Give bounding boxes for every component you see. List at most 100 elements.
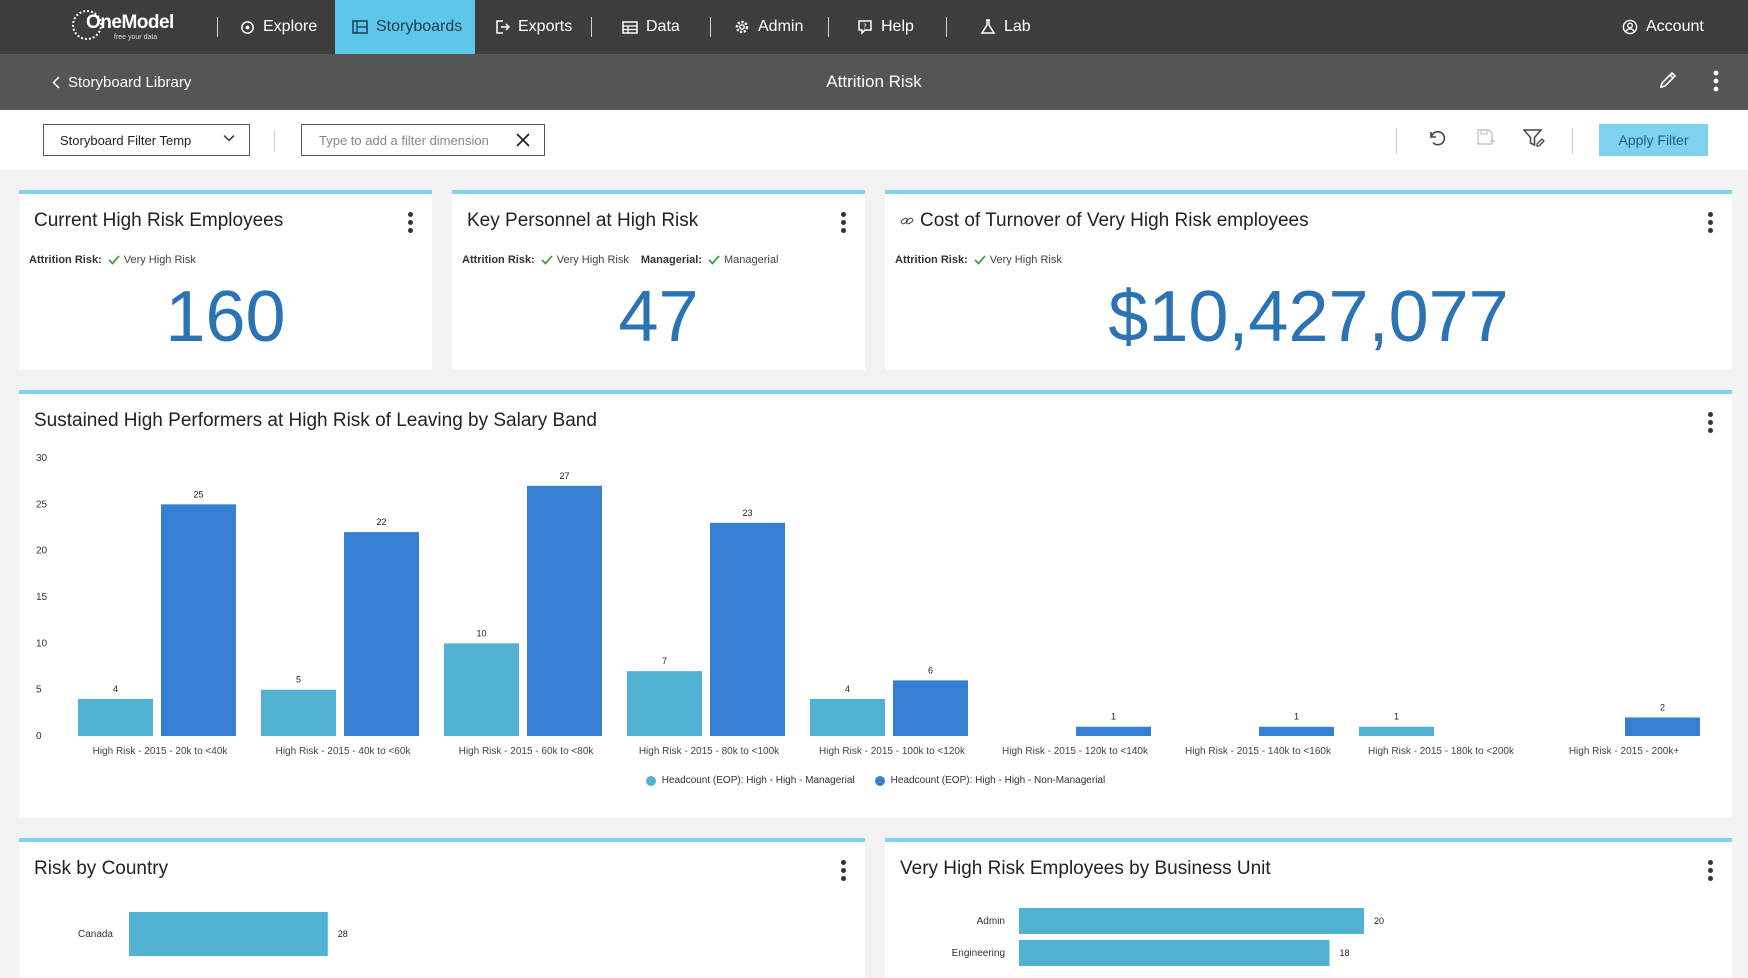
filter-label: Managerial: (640, 254, 703, 266)
check-icon (108, 255, 120, 265)
nav-storyboards[interactable]: Storyboards (335, 0, 475, 54)
kpi-value: 47 (618, 277, 699, 357)
nav-data[interactable]: Data (622, 0, 680, 54)
more-options-icon[interactable] (1712, 70, 1720, 92)
nav-lab[interactable]: Lab (980, 0, 1031, 54)
nav-divider (217, 17, 218, 37)
storyboard-library-link[interactable]: Storyboard Library (52, 54, 191, 110)
legend-item-managerial[interactable]: Headcount (EOP): High - High - Manageria… (645, 775, 855, 786)
card-key-personnel: Key Personnel at High Risk Attrition Ris… (452, 190, 865, 370)
filter-dimension-input-box[interactable] (301, 124, 545, 156)
toolbar-divider (1396, 128, 1397, 154)
filter-value: Very High Risk (123, 254, 196, 266)
bar (1019, 940, 1330, 966)
close-icon[interactable] (516, 133, 530, 147)
y-tick-label: 25 (36, 499, 48, 510)
card-title: Key Personnel at High Risk (467, 210, 699, 231)
gear-icon (735, 20, 749, 34)
exports-icon (496, 20, 510, 34)
card-cost-of-turnover: Cost of Turnover of Very High Risk emplo… (885, 190, 1732, 370)
nav-explore[interactable]: Explore (240, 0, 317, 54)
nav-divider (591, 17, 592, 37)
legend-swatch (874, 775, 885, 786)
filter-dimension-input[interactable] (317, 132, 511, 149)
card-menu-icon[interactable] (1708, 212, 1714, 234)
bar (444, 643, 519, 736)
business-unit-chart: Admin 20 Engineering 18 (952, 908, 1384, 966)
x-tick-label: High Risk - 2015 - 140k to <160k (1185, 746, 1332, 757)
filter-template-value: Storyboard Filter Temp (60, 132, 192, 148)
card-menu-icon[interactable] (841, 212, 847, 234)
link-icon (900, 217, 914, 225)
nav-divider (828, 17, 829, 37)
nav-admin[interactable]: Admin (734, 0, 803, 54)
filter-bar: Storyboard Filter Temp Apply Filter (0, 110, 1748, 170)
x-tick-label: High Risk - 2015 - 200k+ (1569, 746, 1679, 757)
chart-title: Sustained High Performers at High Risk o… (34, 410, 597, 431)
card-menu-icon[interactable] (841, 860, 847, 882)
bar (1625, 717, 1700, 736)
edit-pencil-icon[interactable] (1658, 70, 1678, 90)
check-icon (974, 255, 986, 265)
legend-item-non-managerial[interactable]: Headcount (EOP): High - High - Non-Manag… (874, 775, 1105, 786)
bar-value-label: 10 (476, 628, 486, 638)
nav-exports[interactable]: Exports (494, 0, 572, 54)
bar (810, 698, 885, 736)
apply-filter-button[interactable]: Apply Filter (1599, 124, 1708, 156)
bar-value-label: 1 (1394, 712, 1399, 722)
bar-value-label: 1 (1294, 712, 1299, 722)
logo-mark-icon (72, 10, 102, 40)
bar (161, 504, 236, 736)
bar-value-label: 27 (559, 471, 569, 481)
chevron-down-icon (223, 134, 235, 142)
nav-exports-label: Exports (518, 18, 573, 35)
card-menu-icon[interactable] (1708, 860, 1714, 882)
filter-template-select[interactable]: Storyboard Filter Temp (43, 124, 250, 156)
bar-value-label: 6 (928, 665, 933, 675)
logo-word: OneModel (86, 12, 174, 33)
x-tick-label: High Risk - 2015 - 180k to <200k (1368, 746, 1515, 757)
svg-text:?: ? (863, 23, 867, 31)
help-icon: ? (858, 20, 872, 35)
bar (627, 671, 702, 736)
filter-value: Managerial (724, 254, 779, 266)
page-title: Attrition Risk (826, 72, 922, 91)
category-label: Admin (977, 916, 1005, 927)
bar-value-label: 20 (1374, 916, 1384, 926)
bar-value-label: 18 (1340, 948, 1350, 958)
card-title: Risk by Country (34, 858, 169, 879)
account-label: Account (1646, 18, 1704, 35)
card-title-row: Cost of Turnover of Very High Risk emplo… (900, 210, 1309, 232)
undo-icon[interactable] (1427, 128, 1447, 148)
storyboard-header: Attrition Risk Storyboard Library (0, 54, 1748, 110)
card-filter: Attrition Risk: Very High Risk (895, 254, 1074, 266)
x-tick-label: High Risk - 2015 - 100k to <120k (819, 746, 966, 757)
y-tick-label: 20 (36, 546, 48, 557)
risk-by-country-chart: Canada 28 (78, 912, 348, 956)
legend-swatch (645, 775, 656, 786)
account-icon (1622, 19, 1638, 35)
card-title: Cost of Turnover of Very High Risk emplo… (920, 210, 1309, 231)
y-tick-label: 0 (36, 731, 42, 742)
bar (1259, 726, 1334, 736)
nav-help[interactable]: ? Help (857, 0, 914, 54)
nav-storyboards-label: Storyboards (376, 18, 463, 35)
explore-icon (241, 20, 254, 34)
save-filter-icon[interactable] (1476, 128, 1496, 148)
filter-label: Attrition Risk: (462, 254, 535, 266)
bar-value-label: 1 (1111, 712, 1116, 722)
nav-divider (710, 17, 711, 37)
kpi-value: 160 (165, 277, 286, 357)
account-menu[interactable]: Account (1622, 0, 1704, 54)
card-menu-icon[interactable] (408, 212, 414, 234)
card-menu-icon[interactable] (1708, 412, 1714, 434)
card-risk-by-country: Risk by Country Canada 28 (19, 838, 865, 978)
onemodel-logo[interactable]: OneModel free your data (72, 8, 174, 46)
x-tick-label: High Risk - 2015 - 40k to <60k (276, 746, 412, 757)
filter-edit-icon[interactable] (1523, 128, 1545, 148)
bar-value-label: 7 (662, 656, 667, 666)
bar (527, 485, 602, 736)
nav-admin-label: Admin (758, 18, 804, 35)
bar-value-label: 4 (113, 684, 118, 694)
